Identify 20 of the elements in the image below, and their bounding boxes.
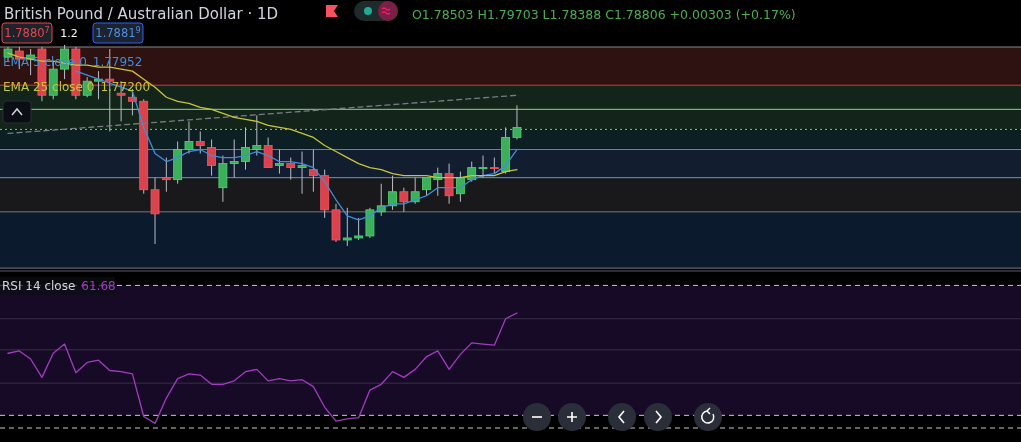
candlestick bbox=[388, 175, 397, 211]
text: 1.2 bbox=[60, 27, 78, 40]
candlestick bbox=[229, 138, 239, 179]
candlestick bbox=[422, 177, 431, 197]
text: O1.78503 H1.79703 L1.78388 C1.78806 +0.00303 (+0.17%) bbox=[412, 7, 796, 22]
candlestick bbox=[354, 217, 364, 241]
text: 61.68 bbox=[81, 279, 116, 293]
candlestick bbox=[399, 187, 409, 213]
candlestick bbox=[161, 157, 171, 193]
candlestick bbox=[410, 177, 420, 205]
candlestick bbox=[275, 149, 284, 175]
text: 1.7880$^{7}$ bbox=[4, 25, 50, 40]
chart-title: British Pound / Australian Dollar · 1D bbox=[4, 5, 279, 23]
text: 1.7881$^{9}$ bbox=[95, 25, 141, 40]
chart-title: RSI 14 close bbox=[2, 279, 76, 293]
candlestick bbox=[308, 149, 318, 193]
candlestick bbox=[297, 151, 307, 195]
candlestick bbox=[478, 155, 488, 179]
candlestick bbox=[286, 157, 296, 181]
candlestick bbox=[342, 207, 352, 247]
